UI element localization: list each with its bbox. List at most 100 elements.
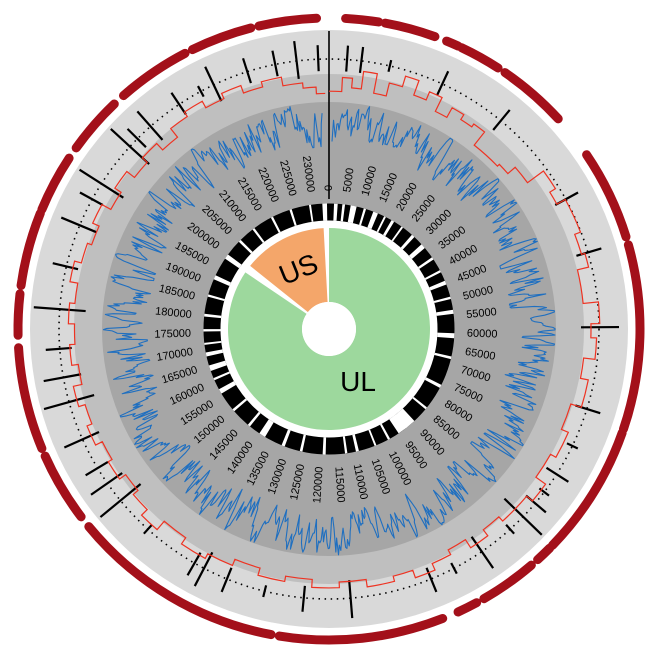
- gene-gap: [433, 296, 451, 303]
- region-sector-ul: [228, 228, 430, 431]
- repeat-mark: [345, 45, 350, 72]
- gene-gap: [379, 423, 391, 440]
- repeat-mark: [90, 472, 123, 496]
- tick-label: 175000: [154, 328, 191, 341]
- repeat-mark: [193, 551, 214, 587]
- gene-gap: [213, 275, 231, 287]
- gene-gap: [383, 220, 395, 237]
- gene-ring-base: [203, 203, 455, 455]
- outer-segment: [254, 13, 322, 31]
- gene-gap: [289, 209, 297, 227]
- repeat-mark: [293, 40, 300, 79]
- repeat-mark: [52, 262, 79, 271]
- tick-label: 115000: [332, 466, 346, 503]
- repeat-mark: [170, 92, 187, 115]
- gene-gap: [213, 371, 230, 381]
- outer-segment: [274, 613, 448, 645]
- tick-label: 0: [323, 185, 335, 191]
- gene-gap: [225, 254, 242, 269]
- gene-gap: [259, 419, 274, 437]
- repeat-mark: [470, 536, 495, 569]
- gene-gap: [352, 434, 359, 452]
- outer-segment: [453, 598, 482, 617]
- repeat-mark: [271, 50, 279, 77]
- gene-density-ring: [203, 203, 455, 455]
- repeat-mark: [348, 580, 354, 619]
- outer-segment: [84, 522, 276, 640]
- gc-content-track: [102, 106, 556, 556]
- region-sector-us: [250, 228, 328, 313]
- outer-segment: [187, 23, 256, 55]
- gene-gap: [376, 216, 386, 233]
- repeat-mark: [79, 191, 104, 206]
- repeat-mark: [85, 461, 109, 477]
- genome-region-sectors: [226, 226, 432, 432]
- repeat-mark: [99, 483, 142, 518]
- gene-gap: [208, 360, 227, 371]
- dotted-reference-circle: [58, 58, 600, 600]
- step-profile-line: [67, 70, 601, 589]
- outer-segment: [40, 451, 86, 522]
- outer-segment: [533, 543, 555, 565]
- repeat-mark: [43, 393, 95, 411]
- gene-gap: [367, 211, 378, 230]
- outer-segment: [442, 36, 463, 51]
- gene-gap: [207, 294, 225, 302]
- outer-segment-track: [13, 13, 645, 645]
- outer-segment: [500, 68, 563, 124]
- repeat-mark: [301, 585, 306, 612]
- outer-segment: [479, 560, 536, 604]
- tick-label: 120000: [311, 466, 325, 503]
- gene-gap: [424, 377, 442, 388]
- repeat-mark: [316, 45, 320, 72]
- gene-gap: [281, 429, 291, 447]
- repeat-mark: [186, 552, 202, 576]
- outer-segment: [457, 43, 503, 73]
- outer-segment: [341, 13, 384, 27]
- outer-segment: [16, 208, 45, 290]
- repeat-mark: [436, 70, 450, 96]
- gene-gap: [238, 239, 253, 254]
- outer-segment: [582, 150, 631, 242]
- gene-gap: [436, 309, 454, 316]
- tick-label: 65000: [464, 346, 496, 363]
- outer-segment: [548, 428, 627, 550]
- tick-label: 5000: [341, 167, 356, 193]
- repeat-mark: [33, 306, 86, 313]
- gene-gap: [412, 396, 427, 410]
- repeat-mark: [492, 109, 511, 131]
- tick-label: 230000: [300, 155, 317, 193]
- center-hole: [302, 302, 356, 356]
- repeat-mark: [425, 567, 438, 593]
- repeat-mark: [566, 442, 579, 450]
- repeat-mark: [545, 466, 569, 483]
- outer-segment: [380, 18, 440, 42]
- outer-segment: [618, 240, 645, 434]
- outer-segment: [37, 153, 74, 215]
- repeat-mark: [126, 128, 147, 148]
- region-label-ul: UL: [340, 366, 376, 397]
- gene-gap: [391, 226, 404, 242]
- gene-gap: [205, 349, 224, 357]
- gene-gap: [434, 352, 452, 360]
- repeat-mark: [204, 66, 223, 102]
- gene-gap: [252, 228, 265, 243]
- gene-gap: [299, 434, 306, 452]
- repeat-mark: [220, 567, 233, 593]
- repeat-mark: [197, 85, 205, 98]
- outer-segment: [71, 99, 119, 153]
- gene-gap: [389, 408, 415, 434]
- outer-segment: [14, 343, 47, 453]
- gene-gap: [408, 244, 425, 259]
- gene-gap: [400, 234, 415, 250]
- dotted-circle: [58, 58, 600, 600]
- repeat-mark: [136, 110, 164, 141]
- repeat-mark: [43, 373, 82, 383]
- gene-gap: [270, 216, 281, 233]
- gene-gap: [368, 429, 377, 446]
- gc-content-line: [102, 106, 556, 556]
- gene-gap: [218, 381, 237, 394]
- gene-gap: [232, 398, 248, 412]
- gene-gap: [347, 205, 357, 224]
